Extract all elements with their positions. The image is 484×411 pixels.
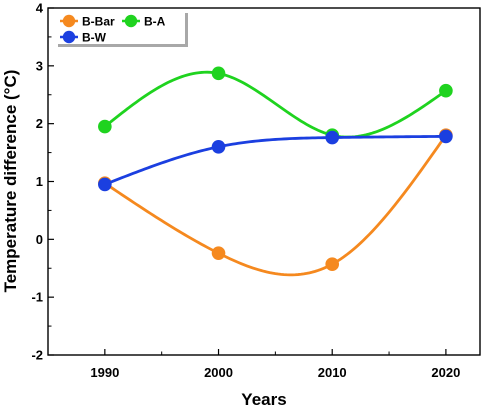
- legend-marker-b-bar: [62, 14, 76, 28]
- series-line-b-bar: [104, 134, 448, 277]
- y-tick-label: 3: [36, 58, 43, 73]
- data-point-b-a: [211, 66, 226, 81]
- data-point-b-bar: [325, 257, 340, 272]
- x-tick-label: 1990: [90, 365, 119, 380]
- legend-box: [55, 10, 185, 44]
- x-axis-title: Years: [241, 390, 286, 409]
- y-tick-label: 2: [36, 116, 43, 131]
- data-point-b-w: [439, 129, 453, 144]
- y-tick-label: 1: [36, 174, 43, 189]
- x-tick-label: 2000: [204, 365, 233, 380]
- x-tick-label: 2010: [318, 365, 347, 380]
- legend-label-b-bar: B-Bar: [82, 14, 115, 28]
- x-tick-label: 2020: [431, 365, 460, 380]
- data-point-b-w: [325, 130, 340, 145]
- y-tick-label: 0: [36, 232, 43, 247]
- series-line-b-w: [104, 134, 446, 186]
- y-tick-label: -1: [31, 290, 43, 305]
- legend: B-Bar B-A B-W: [55, 10, 188, 47]
- legend-label-b-w: B-W: [82, 30, 107, 44]
- y-axis-title: Temperature difference (°C): [1, 70, 20, 293]
- y-tick-label: 4: [36, 1, 44, 16]
- ticks-layer: -2 -1 0 1 2 3 4 1990 2000 2010 2020: [31, 1, 460, 381]
- data-point-b-a: [439, 83, 453, 98]
- legend-marker-b-w: [62, 30, 76, 44]
- data-point-b-a: [98, 119, 112, 134]
- series-line-b-a: [103, 70, 447, 139]
- legend-label-b-a: B-A: [144, 14, 166, 28]
- series-layer: [98, 66, 453, 277]
- data-point-b-w: [211, 140, 226, 154]
- data-point-b-bar: [211, 246, 226, 261]
- y-tick-label: -2: [31, 348, 43, 363]
- legend-marker-b-a: [124, 14, 138, 28]
- data-point-b-w: [98, 177, 112, 192]
